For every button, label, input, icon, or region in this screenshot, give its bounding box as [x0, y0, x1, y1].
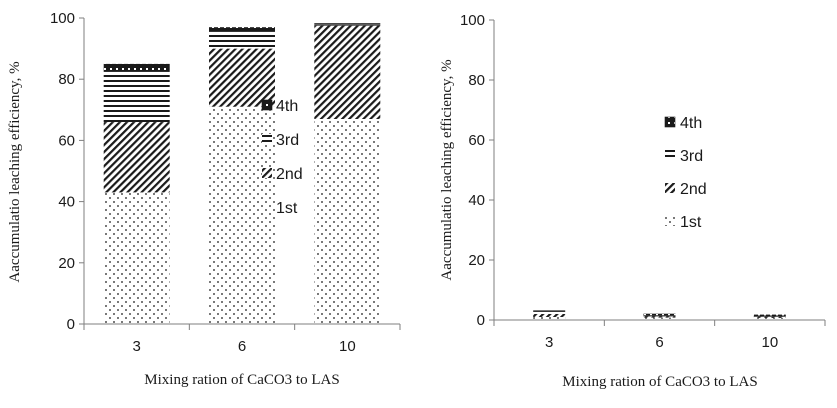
- right-x-tick-label-6: 6: [655, 334, 663, 351]
- right-bar-3-3rd: [533, 311, 566, 314]
- left-y-tick-label-0: 0: [67, 316, 75, 333]
- left-x-tick-label-6: 6: [238, 338, 246, 355]
- right-bar-stack-10: [753, 314, 786, 320]
- right-x-ticks: [493, 320, 826, 326]
- left-legend-swatch-4th: [261, 99, 273, 111]
- left-bar-10-3rd: [314, 24, 381, 26]
- left-y-tick-label-5: 100: [50, 10, 75, 27]
- right-legend: 4th 3rd 2nd 1st: [664, 115, 707, 231]
- right-bar-3-2nd: [533, 314, 566, 317]
- right-legend-swatch-3rd: [665, 150, 675, 160]
- left-bar-6-3rd: [209, 31, 275, 49]
- right-bar-10-3rd: [753, 315, 786, 317]
- left-bar-10-2nd: [314, 25, 381, 120]
- right-bar-10-4th: [753, 314, 786, 316]
- left-bar-6-2nd: [209, 48, 275, 107]
- right-bar-10-1st: [753, 317, 786, 320]
- left-legend: 4th 3rd 2nd 1st: [261, 98, 303, 217]
- right-legend-swatch-2nd: [665, 183, 675, 193]
- left-bar-10-1st: [314, 119, 381, 324]
- left-y-tick-label-2: 40: [58, 194, 75, 211]
- right-bar-3-1st: [533, 317, 566, 320]
- right-legend-swatch-4th: [664, 116, 676, 128]
- right-bar-6-3rd: [643, 315, 676, 317]
- left-bar-3-2nd: [103, 122, 170, 193]
- right-bars: [533, 310, 786, 320]
- right-x-axis-label: Mixing ration of CaCO3 to LAS: [562, 374, 757, 390]
- left-bar-3-4th: [103, 63, 170, 72]
- left-legend-swatch-1st: [262, 202, 272, 212]
- right-y-tick-label-2: 40: [468, 192, 485, 209]
- left-x-ticks: [83, 324, 401, 330]
- right-y-tick-label-5: 100: [460, 12, 485, 29]
- left-bar-10-4th: [314, 23, 381, 25]
- right-bar-stack-6: [643, 313, 676, 320]
- right-chart: Aaccumulatio leaching efficiency, %: [439, 12, 826, 390]
- left-y-axis-label: Aaccumulatio leaching efficiency, %: [7, 61, 23, 282]
- right-bar-3-4th: [533, 310, 566, 312]
- right-bar-6-2nd: [643, 316, 676, 318]
- left-chart: Aaccumulatio leaching efficiency, %: [7, 10, 401, 388]
- left-x-tick-label-3: 3: [132, 338, 140, 355]
- right-y-axis-label: Aaccumulatio leaching efficiency, %: [439, 59, 455, 280]
- left-legend-label-1st: 1st: [276, 200, 298, 217]
- right-x-tick-label-10: 10: [761, 334, 778, 351]
- left-legend-swatch-3rd: [262, 134, 272, 144]
- left-axes: [79, 17, 401, 330]
- left-legend-label-3rd: 3rd: [276, 132, 299, 149]
- left-x-tick-labels: 3 6 10: [132, 338, 355, 355]
- right-y-tick-label-3: 60: [468, 132, 485, 149]
- right-y-tick-label-4: 80: [468, 72, 485, 89]
- right-x-tick-label-3: 3: [545, 334, 553, 351]
- right-axes: [489, 19, 826, 326]
- left-y-ticks: [79, 17, 84, 325]
- right-legend-label-2nd: 2nd: [680, 181, 707, 198]
- right-bar-6-1st: [643, 317, 676, 320]
- left-bar-3-1st: [103, 192, 170, 324]
- left-bars: [103, 23, 381, 324]
- right-legend-label-4th: 4th: [680, 115, 702, 132]
- left-y-tick-label-1: 20: [58, 255, 75, 272]
- right-legend-label-1st: 1st: [680, 214, 702, 231]
- right-bar-stack-3: [533, 310, 566, 320]
- right-y-tick-label-1: 20: [468, 252, 485, 269]
- left-legend-label-4th: 4th: [276, 98, 298, 115]
- right-y-ticks: [489, 19, 494, 321]
- left-y-tick-label-4: 80: [58, 71, 75, 88]
- right-y-tick-label-0: 0: [477, 312, 485, 329]
- left-bar-3-3rd: [103, 71, 170, 123]
- left-bar-stack-3: [103, 63, 170, 324]
- left-bar-stack-10: [314, 23, 381, 324]
- left-y-tick-labels: 0 20 40 60 80 100: [50, 10, 75, 333]
- right-legend-swatch-1st: [665, 216, 675, 226]
- right-y-tick-labels: 0 20 40 60 80 100: [460, 12, 485, 329]
- left-y-tick-label-3: 60: [58, 132, 75, 149]
- right-x-tick-labels: 3 6 10: [545, 334, 778, 351]
- right-bar-6-4th: [643, 313, 676, 316]
- left-y-axis-title: Aaccumulatio leaching efficiency, %: [7, 61, 23, 282]
- left-legend-label-2nd: 2nd: [276, 166, 303, 183]
- right-bar-10-2nd: [753, 316, 786, 318]
- left-x-tick-label-10: 10: [339, 338, 356, 355]
- right-legend-label-3rd: 3rd: [680, 148, 703, 165]
- left-legend-swatch-2nd: [262, 168, 272, 178]
- right-y-axis-title: Aaccumulatio leaching efficiency, %: [439, 59, 455, 280]
- left-bar-6-4th: [209, 27, 275, 32]
- left-x-axis-label: Mixing ration of CaCO3 to LAS: [144, 372, 339, 388]
